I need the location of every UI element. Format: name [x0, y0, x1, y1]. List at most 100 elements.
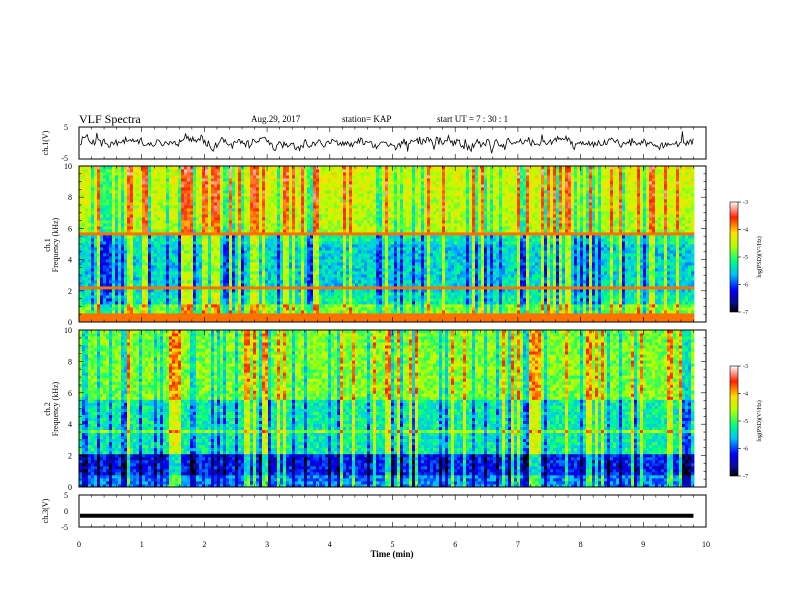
spectrogram-cell [124, 178, 128, 182]
spectrogram-cell [85, 235, 89, 239]
spectrogram-cell [196, 169, 200, 173]
spectrogram-cell [235, 199, 239, 203]
spectrogram-cell [136, 268, 140, 272]
spectrogram-cell [100, 262, 104, 266]
spectrogram-cell [148, 214, 152, 218]
spectrogram-cell [301, 286, 305, 290]
spectrogram-cell [151, 211, 155, 215]
ch1-spectrogram-image [79, 166, 695, 323]
spectrogram-cell [184, 190, 188, 194]
spectrogram-cell [319, 271, 323, 275]
spectrogram-cell [313, 271, 317, 275]
spectrogram-cell [334, 211, 338, 215]
spectrogram-cell [244, 184, 248, 188]
spectrogram-cell [223, 181, 227, 185]
spectrogram-cell [226, 280, 230, 284]
spectrogram-cell [250, 178, 254, 182]
spectrogram-cell [184, 259, 188, 263]
spectrogram-cell [289, 310, 293, 314]
spectrogram-cell [154, 181, 158, 185]
spectrogram-cell [145, 310, 149, 314]
spectrogram-cell [127, 289, 131, 293]
spectrogram-cell [133, 265, 137, 269]
spectrogram-cell [274, 169, 278, 173]
spectrogram-cell [301, 265, 305, 269]
spectrogram-cell [256, 166, 260, 170]
spectrogram-cell [154, 199, 158, 203]
spectrogram-cell [106, 316, 110, 320]
spectrogram-cell [262, 280, 266, 284]
spectrogram-cell [259, 208, 263, 212]
spectrogram-cell [241, 196, 245, 200]
spectrogram-cell [142, 193, 146, 197]
spectrogram-cell [157, 166, 161, 170]
spectrogram-cell [280, 223, 284, 227]
spectrogram-cell [214, 178, 218, 182]
spectrogram-cell [307, 205, 311, 209]
spectrogram-cell [148, 298, 152, 302]
spectrogram-cell [106, 169, 110, 173]
spectrogram-cell [259, 187, 263, 191]
spectrogram-cell [118, 280, 122, 284]
spectrogram-cell [286, 229, 290, 233]
spectrogram-cell [154, 241, 158, 245]
spectrogram-cell [205, 193, 209, 197]
spectrogram-cell [274, 226, 278, 230]
spectrogram-cell [109, 229, 113, 233]
spectrogram-cell [217, 256, 221, 260]
spectrogram-cell [214, 247, 218, 251]
spectrogram-cell [247, 268, 251, 272]
spectrogram-cell [226, 220, 230, 224]
spectrogram-cell [361, 166, 365, 170]
spectrogram-cell [250, 238, 254, 242]
spectrogram-cell [247, 181, 251, 185]
spectrogram-cell [235, 250, 239, 254]
spectrogram-cell [166, 226, 170, 230]
spectrogram-cell [313, 202, 317, 206]
spectrogram-cell [355, 292, 359, 296]
spectrogram-cell [304, 229, 308, 233]
spectrogram-cell [358, 286, 362, 290]
spectrogram-cell [208, 205, 212, 209]
spectrogram-cell [358, 307, 362, 311]
spectrogram-cell [214, 181, 218, 185]
spectrogram-cell [316, 235, 320, 239]
spectrogram-cell [352, 193, 356, 197]
spectrogram-cell [124, 274, 128, 278]
spectrogram-cell [310, 202, 314, 206]
spectrogram-cell [112, 235, 116, 239]
spectrogram-cell [286, 262, 290, 266]
spectrogram-cell [322, 205, 326, 209]
spectrogram-cell [352, 289, 356, 293]
spectrogram-cell [316, 205, 320, 209]
spectrogram-cell [241, 220, 245, 224]
spectrogram-cell [130, 211, 134, 215]
spectrogram-cell [232, 178, 236, 182]
spectrogram-cell [250, 184, 254, 188]
spectrogram-cell [286, 211, 290, 215]
spectrogram-cell [292, 295, 296, 299]
spectrogram-cell [175, 247, 179, 251]
spectrogram-cell [124, 304, 128, 308]
spectrogram-cell [148, 247, 152, 251]
spectrogram-cell [313, 280, 317, 284]
spectrogram-cell [334, 187, 338, 191]
spectrogram-cell [160, 259, 164, 263]
spectrogram-cell [271, 166, 275, 170]
spectrogram-cell [325, 304, 329, 308]
spectrogram-cell [190, 238, 194, 242]
spectrogram-cell [148, 301, 152, 305]
spectrogram-cell [325, 238, 329, 242]
spectrogram-cell [235, 190, 239, 194]
spectrogram-cell [361, 223, 365, 227]
spectrogram-cell [106, 304, 110, 308]
spectrogram-cell [217, 280, 221, 284]
spectrogram-cell [211, 259, 215, 263]
spectrogram-cell [307, 226, 311, 230]
spectrogram-cell [271, 301, 275, 305]
spectrogram-cell [358, 319, 362, 323]
spectrogram-cell [307, 316, 311, 320]
spectrogram-cell [346, 223, 350, 227]
spectrogram-cell [163, 178, 167, 182]
spectrogram-cell [187, 295, 191, 299]
